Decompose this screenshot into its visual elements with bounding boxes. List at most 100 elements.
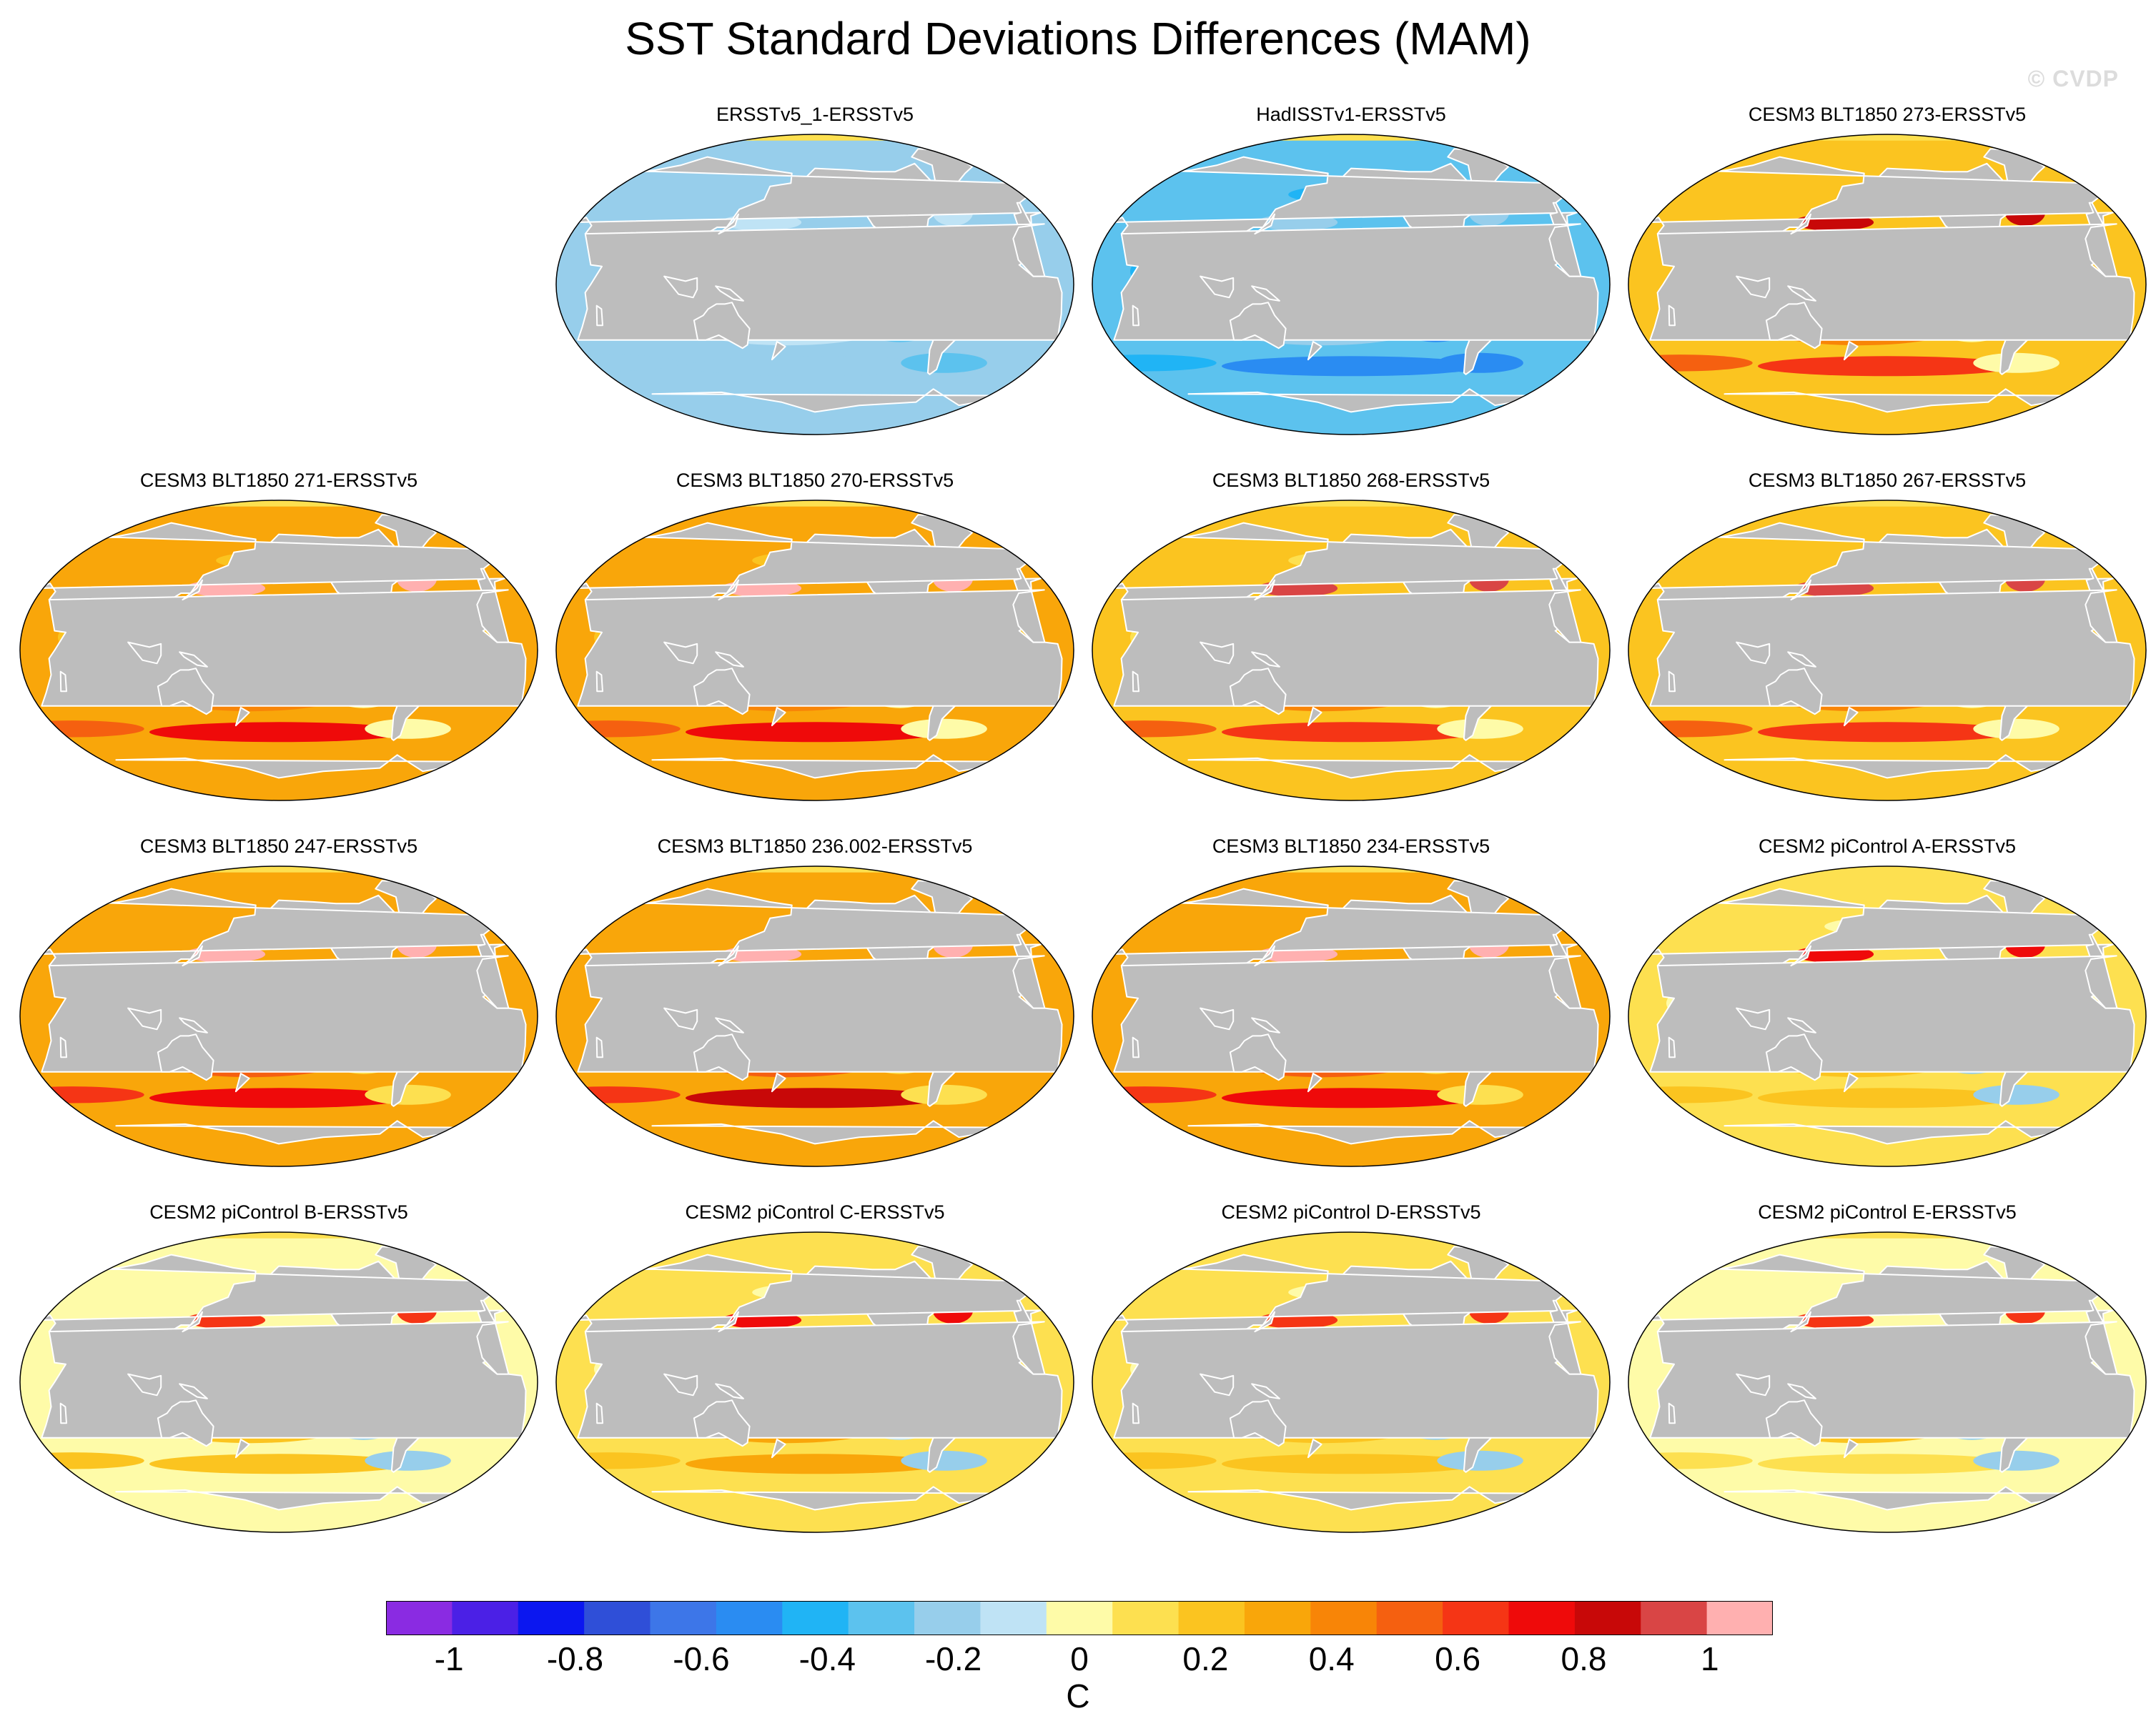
globe-outline (555, 1231, 1074, 1533)
land-mass (771, 341, 786, 361)
land-mass (1765, 1399, 1823, 1447)
land-mass (1787, 285, 1816, 302)
land-mass (476, 590, 510, 643)
land-mass (693, 1033, 751, 1081)
anomaly-region (1973, 718, 2059, 739)
colorbar-segment (848, 1601, 915, 1635)
land-mass (1132, 304, 1139, 327)
land-mass (595, 1402, 603, 1424)
sst-map-blt1850-268 (1092, 500, 1611, 801)
arctic-field (1092, 866, 1610, 873)
colorbar-tick-label: 0.8 (1561, 1640, 1607, 1677)
land-mass (2085, 956, 2118, 1009)
panel-title: CESM3 BLT1850 271-ERSSTv5 (139, 470, 418, 491)
arctic-field (20, 1232, 538, 1239)
land-mass (1012, 1322, 1046, 1375)
land-mass (1132, 670, 1139, 693)
land-mass (577, 589, 1063, 707)
panel-hadisstv1: HadISSTv1-ERSSTv5 (1087, 104, 1616, 447)
globe-outline (1092, 500, 1611, 801)
land-mass (1229, 668, 1287, 715)
arctic-field (1628, 500, 2146, 507)
sst-map-ersstv5-1 (555, 134, 1074, 435)
land-mass (182, 1311, 203, 1333)
land-mass (1765, 302, 1823, 349)
colorbar-tick-label: -1 (434, 1640, 464, 1677)
panel-picontrol-d: CESM2 piControl D-ERSSTv5 (1087, 1201, 1616, 1545)
land-mass (1251, 1383, 1280, 1399)
land-mass (1843, 341, 1859, 361)
sst-map-blt1850-270 (555, 500, 1074, 801)
land-mass (1668, 670, 1676, 693)
arctic-field (556, 500, 1074, 507)
colorbar-segment (716, 1601, 783, 1635)
anomaly-region (901, 352, 987, 373)
anomaly-region (901, 1450, 987, 1471)
colorbar-segment (584, 1601, 651, 1635)
land-mass (1787, 651, 1816, 668)
anomaly-region (149, 722, 408, 743)
colorbar-segment (386, 1601, 453, 1635)
arctic-field (20, 866, 538, 873)
colorbar (386, 1601, 1773, 1635)
colorbar-segment (1310, 1601, 1378, 1635)
anomaly-region (1222, 1454, 1480, 1474)
colorbar-segment (1508, 1601, 1576, 1635)
land-mass (771, 707, 786, 727)
sst-map-blt1850-267 (1628, 500, 2147, 801)
land-mass (1200, 1007, 1235, 1031)
land-mass (693, 1399, 751, 1447)
globe-outline (19, 866, 538, 1167)
colorbar-segment (1244, 1601, 1311, 1635)
anomaly-region (1222, 356, 1480, 377)
figure-title: SST Standard Deviations Differences (MAM… (625, 13, 1531, 64)
panel-title: CESM3 BLT1850 247-ERSSTv5 (139, 835, 418, 857)
land-mass (179, 651, 208, 668)
panel-title: CESM2 piControl B-ERSSTv5 (149, 1201, 408, 1223)
land-mass (1229, 1399, 1287, 1447)
land-mass (41, 589, 527, 707)
globe-outline (1092, 134, 1611, 435)
anomaly-region (1758, 356, 2017, 377)
anomaly-region (686, 356, 944, 377)
land-mass (693, 302, 751, 349)
land-mass (2085, 224, 2118, 277)
colorbar-segment (452, 1601, 519, 1635)
land-mass (771, 1073, 786, 1093)
sst-map-blt1850-247 (19, 866, 538, 1167)
arctic-field (556, 134, 1074, 141)
land-mass (715, 285, 744, 302)
globe-outline (555, 866, 1074, 1167)
land-mass (476, 956, 510, 1009)
land-mass (1668, 304, 1676, 327)
anomaly-region (1973, 352, 2059, 373)
arctic-field (20, 500, 538, 507)
colorbar-tick-label: 0.2 (1182, 1640, 1229, 1677)
land-mass (1790, 579, 1811, 601)
land-mass (1790, 213, 1811, 235)
land-mass (663, 275, 698, 299)
land-mass (1787, 1383, 1816, 1399)
panel-blt1850-273: CESM3 BLT1850 273-ERSSTv5 (1623, 104, 2152, 447)
anomaly-region (1758, 1454, 2017, 1474)
colorbar-tick-label: -0.4 (798, 1640, 856, 1677)
land-mass (1843, 707, 1859, 727)
anomaly-region (686, 1454, 944, 1474)
colorbar-frame (386, 1601, 1773, 1635)
colorbar-segment (518, 1601, 585, 1635)
land-mass (577, 1321, 1063, 1439)
panel-title: ERSSTv5_1-ERSSTv5 (716, 104, 914, 125)
globe-outline (1092, 866, 1611, 1167)
land-mass (59, 1402, 67, 1424)
anomaly-region (1973, 1450, 2059, 1471)
anomaly-region (1758, 722, 2017, 743)
land-mass (1254, 213, 1275, 235)
land-mass (476, 1322, 510, 1375)
panel-blt1850-247: CESM3 BLT1850 247-ERSSTv5 (14, 835, 543, 1179)
arctic-field (1092, 1232, 1610, 1239)
arctic-field (1092, 134, 1610, 141)
sst-map-picontrol-c (555, 1231, 1074, 1533)
land-mass (157, 668, 214, 715)
colorbar-units: C (1066, 1677, 1090, 1715)
anomaly-region (1222, 1088, 1480, 1108)
